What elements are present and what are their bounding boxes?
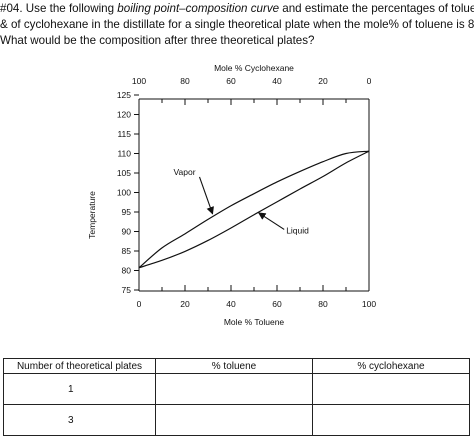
top-tick-label: 20 (318, 76, 328, 86)
table-row: 3 (3, 404, 470, 436)
y-tick-label: 105 (117, 168, 131, 178)
vapor-curve (138, 150, 370, 269)
top-tick-label: 100 (132, 76, 146, 86)
question-text: #04. Use the following boiling point–com… (0, 1, 474, 49)
top-axis-label: Mole % Cyclohexane (214, 63, 294, 73)
liquid-curve (138, 150, 370, 269)
plates-cell: 1 (3, 373, 156, 405)
y-tick-label: 80 (122, 266, 132, 276)
boiling-point-chart: Mole % Cyclohexane 100 80 60 40 20 0 0 20 40 60 80 1… (87, 63, 376, 327)
y-tick-label: 90 (122, 227, 132, 237)
question-line-1-emphasis: boiling point–composition curve (117, 2, 280, 15)
cyclohexane-cell[interactable] (312, 373, 470, 405)
cyclohexane-cell[interactable] (312, 404, 470, 436)
header-toluene: % toluene (155, 358, 313, 374)
vapor-annotation-arrow (198, 176, 214, 215)
header-cyclohexane: % cyclohexane (312, 358, 470, 374)
x-axis-label: Mole % Toluene (224, 317, 285, 327)
question-line-2: & of cyclohexane in the distillate for a… (0, 18, 474, 31)
x-tick-label: 0 (137, 299, 142, 309)
top-tick-label: 60 (226, 76, 236, 86)
liquid-annotation-label: Liquid (286, 225, 309, 235)
y-tick-label: 95 (122, 207, 132, 217)
question-line-3: What would be the composition after thre… (0, 34, 315, 47)
y-tick-label: 115 (117, 129, 131, 139)
y-tick-label: 85 (122, 246, 132, 256)
toluene-cell[interactable] (155, 404, 313, 436)
y-tick-label: 120 (117, 110, 131, 120)
y-tick-label: 75 (122, 285, 132, 295)
y-tick-label: 100 (117, 188, 131, 198)
x-tick-label: 100 (362, 299, 376, 309)
y-tick-label: 110 (117, 149, 131, 159)
table-header-row: Number of theoretical plates % toluene %… (3, 358, 470, 374)
liquid-annotation-arrow (257, 212, 285, 230)
x-tick-label: 80 (318, 299, 328, 309)
x-tick-label: 60 (272, 299, 282, 309)
question-line-1: #04. Use the following boiling point–com… (0, 1, 474, 17)
top-tick-label: 0 (367, 76, 372, 86)
question-line-1-end: and estimate the percentages of toluene (279, 2, 474, 15)
question-line-1-start: #04. Use the following (0, 2, 118, 15)
y-axis-label: Temperature (87, 191, 97, 239)
table-row: 1 (3, 373, 470, 405)
answer-table: Number of theoretical plates % toluene %… (3, 358, 470, 436)
toluene-cell[interactable] (155, 373, 313, 405)
plates-cell: 3 (3, 404, 156, 436)
top-tick-label: 80 (180, 76, 190, 86)
header-plates: Number of theoretical plates (3, 358, 156, 374)
y-tick-label: 125 (117, 90, 131, 100)
x-tick-label: 20 (180, 299, 190, 309)
top-tick-label: 40 (272, 76, 282, 86)
x-tick-label: 40 (226, 299, 236, 309)
vapor-annotation-label: Vapor (174, 167, 196, 177)
